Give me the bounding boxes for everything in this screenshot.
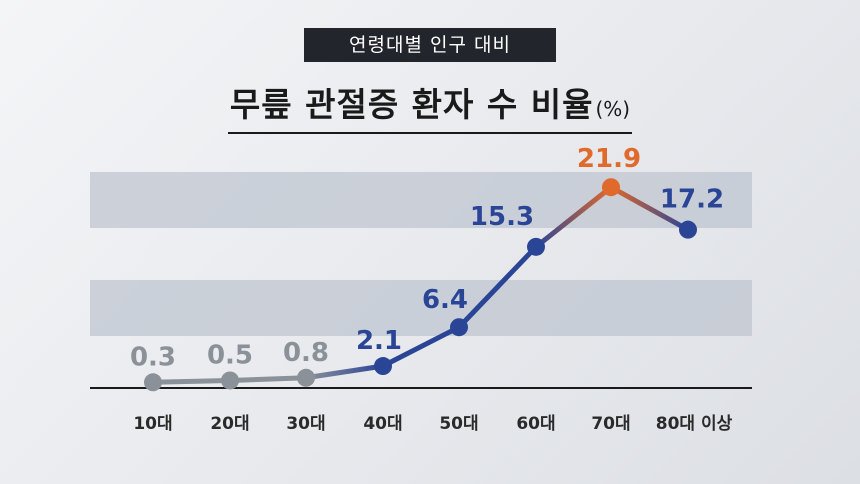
line-segment-5 [456, 244, 539, 330]
chart-title-text: 무릎 관절증 환자 수 비율 [229, 85, 594, 124]
chart-title: 무릎 관절증 환자 수 비율 (%) [227, 78, 633, 134]
line-segment-3 [303, 363, 386, 381]
x-tick-label-6: 60대 [516, 414, 555, 434]
data-labels: 0.3 0.5 0.8 2.1 6.4 15.3 21.9 17.2 [130, 144, 724, 372]
x-tick-label-8: 80대 이상 [656, 414, 733, 434]
band-lower [90, 280, 752, 336]
data-label-3: 0.8 [283, 338, 329, 368]
line-segment-2 [227, 375, 309, 383]
line-segment-6 [533, 184, 614, 250]
line-segments [150, 184, 691, 385]
line-segment-7 [608, 184, 691, 233]
data-label-8: 17.2 [660, 185, 724, 215]
data-label-2: 0.5 [207, 340, 253, 370]
data-label-1: 0.3 [130, 342, 176, 372]
data-point-5 [450, 318, 468, 337]
x-tick-labels: 10대 20대 30대 40대 50대 60대 70대 80대 이상 [133, 414, 732, 434]
x-tick-label-7: 70대 [591, 414, 630, 434]
data-point-6 [527, 237, 545, 256]
data-label-7: 21.9 [577, 144, 641, 174]
x-tick-label-2: 20대 [210, 414, 249, 434]
x-tick-label-5: 50대 [439, 414, 478, 434]
data-points [144, 178, 697, 392]
data-point-2 [221, 371, 239, 390]
data-point-4 [374, 357, 392, 376]
data-point-1 [144, 373, 162, 392]
chart-unit: (%) [595, 97, 631, 121]
data-label-6: 15.3 [470, 202, 534, 232]
data-label-4: 2.1 [356, 326, 402, 356]
x-tick-label-1: 10대 [133, 414, 172, 434]
data-label-5: 6.4 [422, 285, 468, 315]
x-tick-label-4: 40대 [363, 414, 402, 434]
x-tick-label-3: 30대 [286, 414, 325, 434]
chart-title-wrap: 무릎 관절증 환자 수 비율 (%) [0, 78, 860, 134]
data-point-8 [679, 220, 697, 239]
band-upper [90, 172, 752, 228]
chart-subtitle: 연령대별 인구 대비 [304, 28, 556, 62]
line-segment-4 [380, 324, 462, 369]
line-segment-1 [150, 377, 233, 385]
data-point-7 [602, 178, 620, 197]
data-point-3 [297, 368, 315, 387]
